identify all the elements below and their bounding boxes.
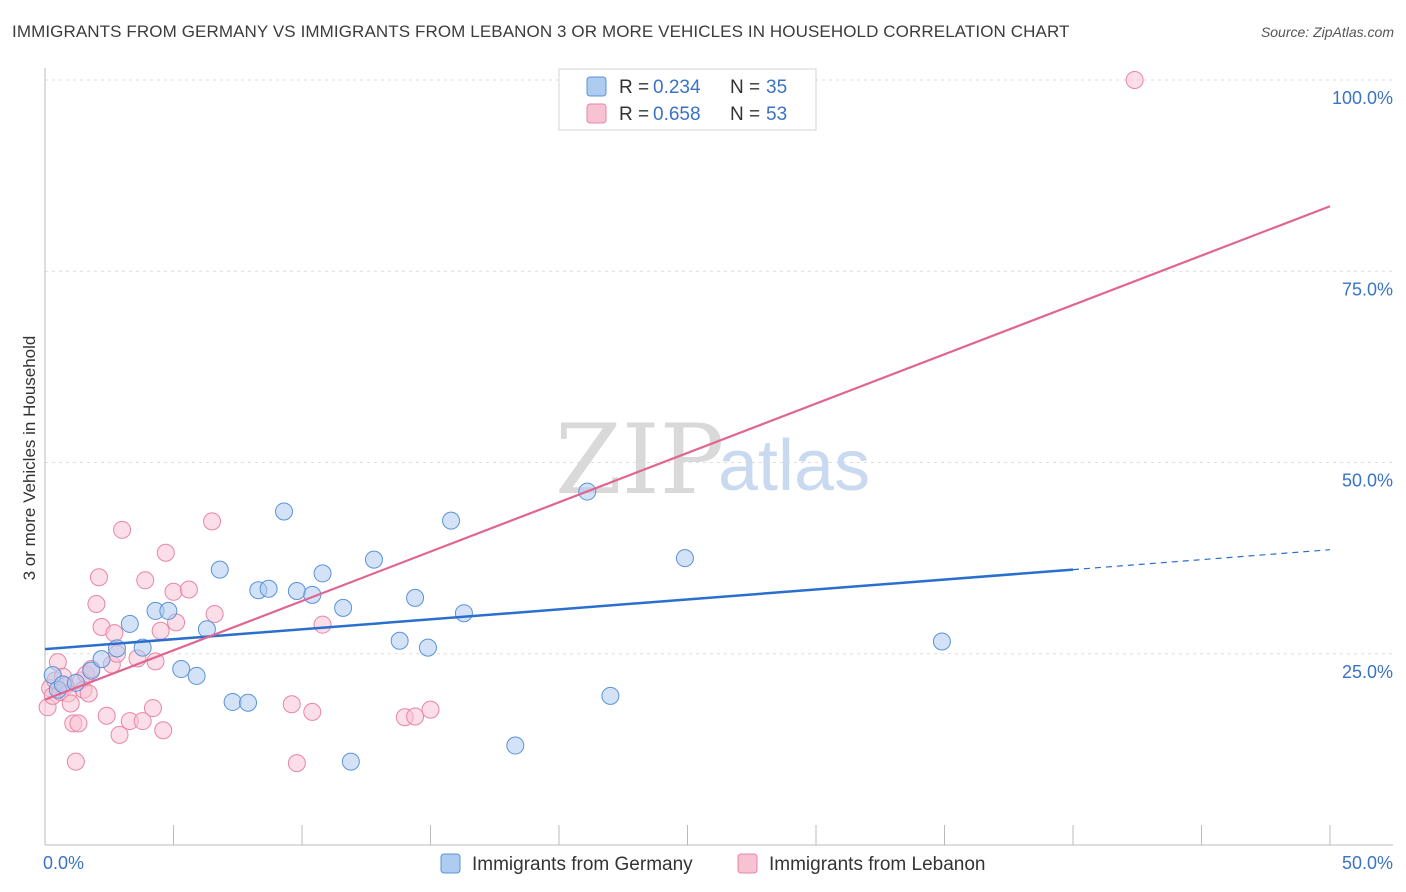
legend-n-value-lebanon: 53 — [766, 104, 787, 125]
point-lebanon — [421, 700, 440, 719]
trend-line-germany — [44, 568, 1074, 651]
legend-n-label-germany: N = — [730, 77, 760, 98]
point-germany — [341, 752, 360, 771]
trend-line-germany-extension — [1072, 549, 1331, 571]
gridlines — [45, 79, 1393, 655]
point-germany — [364, 550, 383, 569]
point-germany — [601, 686, 620, 705]
watermark-zip: ZIP — [555, 404, 724, 516]
point-germany — [133, 638, 152, 657]
y-tick-labels: 25.0% 50.0% 75.0% 100.0% — [1332, 88, 1393, 682]
y-tick-label-75: 75.0% — [1342, 279, 1393, 299]
point-lebanon — [113, 520, 132, 539]
y-axis-label: 3 or more Vehicles in Household — [20, 336, 39, 581]
point-lebanon — [79, 684, 98, 703]
point-germany — [675, 549, 694, 568]
point-germany — [454, 604, 473, 623]
point-lebanon — [87, 595, 106, 614]
legend-n-label-lebanon: N = — [730, 104, 760, 125]
point-lebanon — [89, 568, 108, 587]
point-lebanon — [143, 699, 162, 718]
point-germany — [159, 601, 178, 620]
legend-swatch-lebanon — [586, 103, 607, 124]
bottom-legend-swatch-germany — [440, 853, 461, 874]
point-lebanon — [156, 543, 175, 562]
source-label: Source: ZipAtlas.com — [1260, 24, 1394, 40]
trend-lines — [44, 205, 1331, 701]
y-tick-label-25: 25.0% — [1342, 662, 1393, 682]
x-tick-label-max: 50.0% — [1342, 853, 1393, 873]
legend-r-value-germany: 0.234 — [653, 77, 701, 98]
point-germany — [275, 502, 294, 521]
point-germany — [210, 560, 229, 579]
y-tick-label-50: 50.0% — [1342, 471, 1393, 491]
point-lebanon — [164, 582, 183, 601]
point-lebanon — [105, 624, 124, 643]
point-lebanon — [61, 694, 80, 713]
watermark-atlas: atlas — [718, 426, 870, 506]
series-germany-points — [43, 482, 951, 771]
point-lebanon — [110, 725, 129, 744]
bottom-legend-label-lebanon: Immigrants from Lebanon — [769, 854, 986, 875]
point-lebanon — [97, 706, 116, 725]
point-germany — [187, 666, 206, 685]
point-lebanon — [69, 714, 88, 733]
legend-n-value-germany: 35 — [766, 77, 787, 98]
point-lebanon — [1125, 71, 1144, 89]
legend-swatch-germany — [586, 76, 607, 97]
point-germany — [313, 564, 332, 583]
point-lebanon — [406, 707, 425, 726]
point-lebanon — [205, 604, 224, 623]
stats-legend: R = 0.234 N = 35 R = 0.658 N = 53 — [558, 68, 817, 131]
point-germany — [442, 511, 461, 530]
legend-r-label-germany: R = — [619, 77, 649, 98]
chart-title: IMMIGRANTS FROM GERMANY VS IMMIGRANTS FR… — [12, 22, 1070, 41]
point-germany — [334, 598, 353, 617]
point-germany — [120, 614, 139, 633]
point-lebanon — [282, 695, 301, 714]
point-lebanon — [203, 512, 222, 531]
point-germany — [418, 638, 437, 657]
point-lebanon — [313, 615, 332, 634]
point-germany — [82, 661, 101, 680]
point-germany — [223, 692, 242, 711]
point-lebanon — [66, 752, 85, 771]
legend-r-value-lebanon: 0.658 — [653, 104, 701, 125]
point-germany — [259, 579, 278, 598]
y-tick-label-100: 100.0% — [1332, 88, 1393, 108]
point-lebanon — [133, 712, 152, 731]
point-germany — [932, 632, 951, 651]
point-germany — [287, 582, 306, 601]
trend-line-lebanon — [44, 205, 1331, 701]
point-germany — [92, 650, 111, 669]
point-lebanon — [151, 621, 170, 640]
point-germany — [239, 693, 258, 712]
point-germany — [172, 660, 191, 679]
point-germany — [506, 736, 525, 755]
x-tick-label-min: 0.0% — [43, 853, 84, 873]
point-lebanon — [303, 702, 322, 721]
point-lebanon — [154, 721, 173, 740]
bottom-legend-swatch-lebanon — [737, 853, 758, 874]
point-germany — [406, 588, 425, 607]
legend-r-label-lebanon: R = — [619, 104, 649, 125]
series-legend: Immigrants from Germany Immigrants from … — [440, 853, 986, 875]
point-lebanon — [136, 571, 155, 590]
bottom-legend-label-germany: Immigrants from Germany — [472, 854, 693, 875]
point-germany — [390, 631, 409, 650]
point-lebanon — [179, 580, 198, 599]
point-lebanon — [287, 754, 306, 773]
